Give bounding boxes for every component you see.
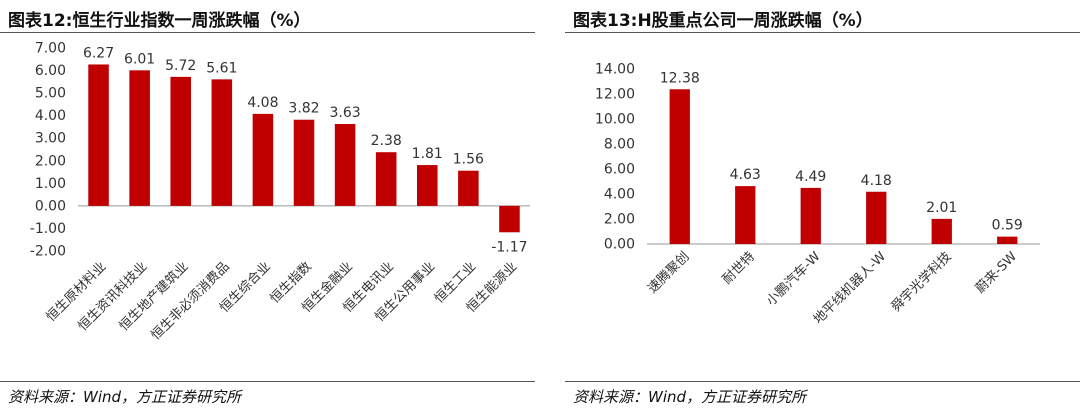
title-rule (0, 32, 535, 33)
y-tick-label: 6.00 (35, 63, 66, 79)
bar (375, 152, 397, 206)
y-tick-label: 2.00 (35, 153, 66, 169)
title-rule (565, 32, 1080, 33)
bar (88, 64, 109, 206)
bar (997, 236, 1018, 244)
bar (866, 191, 887, 244)
chart-panel-left: 图表12:恒生行业指数一周涨跌幅（%） 7.00 6.00 5.00 4.00 3.00… (0, 0, 535, 415)
y-tick-label: 12.00 (595, 87, 635, 103)
y-tick-label: 3.00 (35, 131, 66, 147)
x-category-label: 小鹏汽车-W (763, 248, 824, 309)
source-rule (565, 381, 1080, 382)
bar-chart-industry: 7.00 6.00 5.00 4.00 3.00 2.00 1.00 0.00 -1.00 -2.… (30, 41, 530, 343)
chart-title: 图表13:H股重点公司一周涨跌幅（%） (573, 11, 873, 31)
source-note: 资料来源：Wind，方正证券研究所 (8, 388, 242, 406)
bar-value-label: 5.72 (165, 58, 196, 74)
x-category-label: 速腾聚创 (644, 249, 692, 297)
x-category-label: 蔚来-SW (973, 249, 1020, 296)
bar-value-label: 1.81 (412, 146, 443, 162)
bar (252, 113, 274, 206)
bar-value-label: 6.27 (83, 45, 114, 61)
bar (334, 124, 356, 206)
bar-value-label: -1.17 (491, 239, 527, 255)
bar-value-label: 6.01 (124, 51, 155, 67)
y-tick-label: -1.00 (30, 221, 66, 237)
bar-value-label: 3.82 (288, 101, 319, 117)
bar-value-label: 5.61 (206, 60, 237, 76)
bar (211, 79, 233, 206)
bar-value-label: 12.38 (660, 70, 700, 86)
y-tick-label: 0.00 (35, 198, 66, 214)
y-tick-label: 14.00 (595, 62, 635, 78)
bar (735, 186, 756, 244)
source-note: 资料来源：Wind，方正证券研究所 (573, 388, 807, 406)
bar (499, 205, 520, 233)
y-tick-label: 0.00 (604, 237, 635, 253)
bar (293, 119, 315, 206)
bar-value-label: 2.38 (371, 133, 402, 149)
bar (129, 70, 150, 206)
bar-value-label: 4.49 (795, 169, 826, 185)
y-tick-label: 4.00 (35, 108, 66, 124)
bar-value-label: 4.08 (247, 95, 278, 111)
y-tick-label: 10.00 (595, 112, 635, 128)
source-rule (0, 381, 535, 382)
bar (458, 170, 479, 206)
y-tick-label: 6.00 (604, 162, 635, 178)
bar-value-label: 3.63 (330, 105, 361, 121)
y-tick-label: 7.00 (35, 41, 66, 57)
y-tick-label: 1.00 (35, 176, 66, 192)
bar (669, 89, 690, 244)
y-tick-label: 5.00 (35, 86, 66, 102)
x-category-label: 舜宇光学科技 (888, 249, 954, 315)
bar-value-label: 4.63 (730, 167, 761, 183)
chart-title: 图表12:恒生行业指数一周涨跌幅（%） (8, 11, 311, 31)
y-tick-label: 8.00 (604, 137, 635, 153)
y-tick-label: 4.00 (604, 187, 635, 203)
x-category-label: 恒生地产建筑业 (116, 259, 192, 335)
bar (170, 76, 191, 206)
bar-value-label: 1.56 (453, 152, 484, 168)
bar-value-label: 0.59 (992, 218, 1023, 234)
bar-value-label: 4.18 (861, 173, 892, 189)
bar (931, 218, 952, 244)
bar (417, 165, 438, 206)
bar (800, 187, 821, 244)
x-category-label: 耐世特 (720, 249, 758, 287)
bar-chart-companies: 14.00 12.00 10.00 8.00 6.00 4.00 2.00 0.00 12.38… (595, 62, 1040, 327)
x-category-label: 地平线机器人-W (811, 249, 889, 327)
bar-value-label: 2.01 (926, 200, 957, 216)
chart-panel-right: 图表13:H股重点公司一周涨跌幅（%） 14.00 12.00 10.00 8.00 6… (565, 0, 1080, 415)
y-tick-label: 2.00 (604, 212, 635, 228)
y-tick-label: -2.00 (30, 244, 66, 260)
